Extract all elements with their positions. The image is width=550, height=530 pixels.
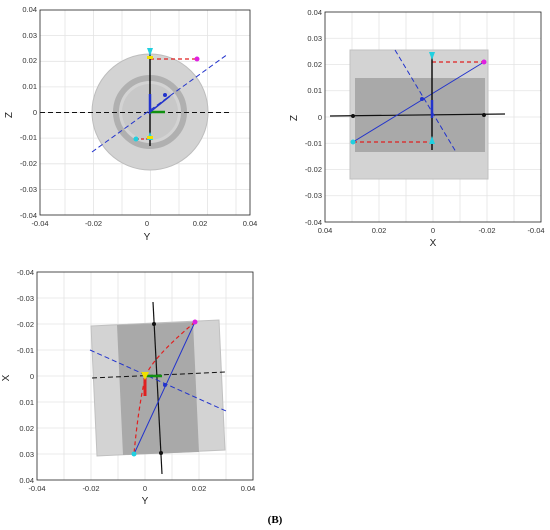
red-dashed-curve-yx (133, 321, 196, 455)
yellow-marker-top-yz (147, 56, 153, 59)
magenta-point-xz (481, 59, 487, 65)
ytick-label: -0.04 (20, 211, 37, 220)
xtick-label: -0.02 (82, 484, 99, 493)
xtick-labels-yx: -0.04 -0.02 0 0.02 0.04 (28, 484, 255, 493)
ytick-label: 0.03 (307, 34, 322, 43)
xtick-label: -0.02 (85, 219, 102, 228)
cyan-marker-top-xz (429, 52, 435, 60)
panel-xz: 0.04 0.02 0 -0.02 -0.04 0.04 0.03 0.02 0… (289, 8, 545, 249)
ytick-label: 0 (318, 113, 322, 122)
black-point-bottom-yx (159, 451, 163, 455)
ytick-label: 0.03 (22, 31, 37, 40)
ytick-label: 0.01 (19, 398, 34, 407)
ytick-label: -0.01 (17, 346, 34, 355)
ylabel-xz: Z (289, 115, 300, 121)
ytick-label: 0.01 (22, 82, 37, 91)
ytick-label: -0.03 (17, 294, 34, 303)
xtick-labels-xz: 0.04 0.02 0 -0.02 -0.04 (318, 226, 545, 235)
xtick-label: 0.02 (193, 219, 208, 228)
ytick-label: 0 (30, 372, 34, 381)
xlabel-xz: X (430, 238, 437, 249)
black-point-top-yx (152, 322, 156, 326)
ytick-label: 0.03 (19, 450, 34, 459)
ytick-label: 0.01 (307, 86, 322, 95)
ytick-label: -0.03 (305, 191, 322, 200)
ytick-label: -0.03 (20, 185, 37, 194)
ytick-label: -0.02 (20, 159, 37, 168)
cyan-point-xz (350, 139, 356, 145)
black-point-left-xz (351, 114, 355, 118)
black-point-right-xz (482, 113, 486, 117)
magenta-point-yz (194, 56, 200, 62)
xtick-label: 0.02 (192, 484, 207, 493)
ytick-label: 0 (33, 108, 37, 117)
magenta-point-yx (192, 319, 198, 325)
blue-solid-line-xz (352, 61, 485, 143)
xtick-label: 0.04 (243, 219, 258, 228)
xtick-label: 0 (145, 219, 149, 228)
xtick-label: 0 (431, 226, 435, 235)
ytick-label: 0.02 (19, 424, 34, 433)
ytick-label: -0.02 (17, 320, 34, 329)
ytick-label: 0.02 (22, 56, 37, 65)
blue-dashed-line-xz (394, 49, 457, 153)
yellow-marker-yx (141, 372, 149, 380)
panel-yz: -0.04 -0.02 0 0.02 0.04 0.04 0.03 0.02 0… (4, 5, 257, 243)
figure-caption: (B) (268, 514, 283, 526)
blue-arrow-yz (149, 95, 171, 113)
ytick-labels-yz: 0.04 0.03 0.02 0.01 0 -0.01 -0.02 -0.03 … (20, 5, 37, 220)
xtick-label: -0.04 (527, 226, 544, 235)
ytick-label: 0.04 (22, 5, 37, 14)
ytick-label: 0.04 (19, 476, 34, 485)
panel-yx: -0.04 -0.02 0 0.02 0.04 -0.04 -0.03 -0.0… (1, 268, 255, 507)
xtick-label: 0.02 (372, 226, 387, 235)
xlabel-yx: Y (142, 496, 149, 507)
ytick-label: 0.02 (307, 60, 322, 69)
ytick-labels-yx: -0.04 -0.03 -0.02 -0.01 0 0.01 0.02 0.03… (17, 268, 34, 485)
axes-frame-yx (36, 271, 254, 481)
xtick-label: -0.04 (31, 219, 48, 228)
axes-frame-yz (39, 9, 251, 216)
ytick-label: -0.04 (305, 218, 322, 227)
ylabel-yz: Z (4, 112, 15, 118)
ytick-label: -0.01 (305, 139, 322, 148)
xtick-label: 0 (143, 484, 147, 493)
ylabel-yx: X (1, 374, 12, 381)
xtick-label: 0.04 (241, 484, 256, 493)
xtick-label: -0.04 (28, 484, 45, 493)
blue-dashed-line-yx (89, 349, 227, 412)
ytick-labels-xz: 0.04 0.03 0.02 0.01 0 -0.01 -0.02 -0.03 … (305, 8, 322, 227)
cyan-point-yx (131, 451, 137, 457)
ytick-label: 0.04 (307, 8, 322, 17)
blue-point-xz (420, 97, 424, 101)
axes-frame-xz (324, 11, 542, 223)
cyan-marker-bottom-xz (429, 136, 435, 144)
cyan-marker-top-yz (147, 48, 153, 56)
xtick-label: -0.02 (478, 226, 495, 235)
black-vertical-axis-yx (152, 301, 163, 475)
blue-dashed-line-yz (91, 53, 229, 153)
xlabel-yz: Y (144, 232, 151, 243)
yellow-marker-bottom-yz (147, 136, 153, 139)
blue-solid-line-yx (133, 321, 196, 455)
blue-point-yx (163, 383, 167, 387)
ytick-label: -0.02 (305, 165, 322, 174)
xtick-labels-yz: -0.04 -0.02 0 0.02 0.04 (31, 219, 257, 228)
xtick-label: 0.04 (318, 226, 333, 235)
black-axis-line-xz (329, 113, 506, 117)
blue-point-yz (163, 93, 167, 97)
ytick-label: -0.01 (20, 133, 37, 142)
ytick-label: -0.04 (17, 268, 34, 277)
cyan-point-yz (133, 136, 139, 142)
